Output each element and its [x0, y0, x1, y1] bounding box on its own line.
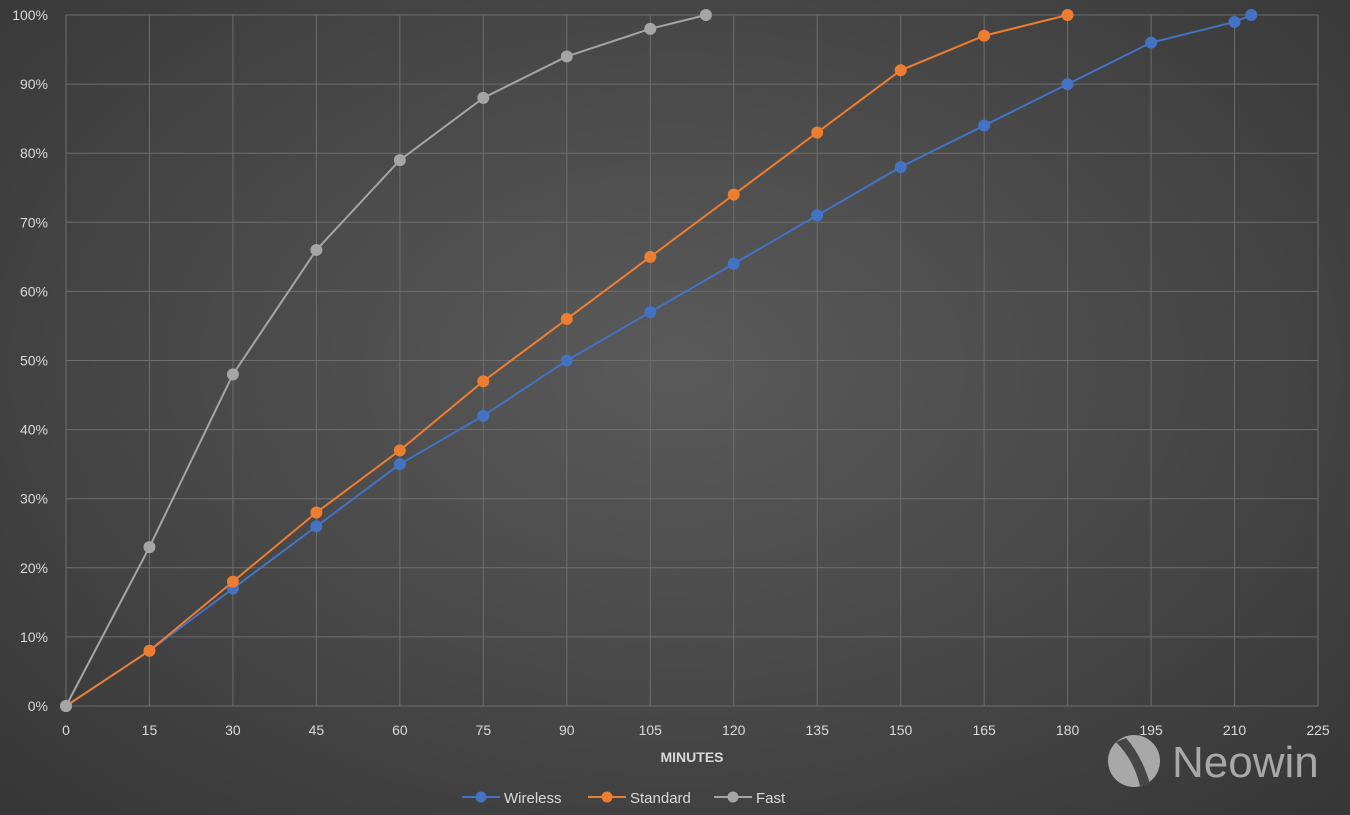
legend-label: Standard: [630, 790, 691, 807]
data-point: [477, 375, 490, 388]
y-tick-label: 0%: [28, 698, 48, 714]
data-point: [727, 188, 740, 201]
data-point: [978, 29, 991, 42]
x-tick-label: 90: [559, 722, 575, 738]
x-tick-label: 30: [225, 722, 241, 738]
x-tick-label: 120: [722, 722, 746, 738]
data-point: [143, 644, 156, 657]
data-point: [811, 126, 824, 139]
data-point: [143, 541, 156, 554]
x-tick-label: 195: [1139, 722, 1163, 738]
y-tick-label: 100%: [12, 7, 48, 23]
y-tick-label: 70%: [20, 214, 48, 230]
x-tick-label: 225: [1306, 722, 1330, 738]
x-tick-label: 165: [972, 722, 996, 738]
data-point: [1061, 9, 1074, 21]
data-point: [644, 250, 657, 263]
x-tick-label: 75: [476, 722, 492, 738]
data-point: [1228, 15, 1241, 28]
data-point: [1061, 78, 1074, 91]
series-fast: [60, 9, 712, 712]
series-group: [60, 9, 1258, 712]
data-point: [226, 575, 239, 588]
data-point: [560, 50, 573, 63]
data-point: [393, 458, 406, 471]
y-tick-label: 10%: [20, 629, 48, 645]
gridlines: [65, 14, 1319, 707]
data-point: [894, 64, 907, 77]
legend-label: Wireless: [504, 790, 562, 807]
data-point: [393, 154, 406, 167]
data-point: [699, 9, 712, 21]
data-point: [1145, 36, 1158, 49]
data-point: [727, 257, 740, 270]
series-standard: [60, 9, 1074, 712]
legend: Wireless Standard Fast: [462, 790, 786, 807]
x-tick-label: 15: [142, 722, 158, 738]
data-point: [644, 306, 657, 319]
y-tick-label: 50%: [20, 353, 48, 369]
neowin-watermark: Neowin: [1108, 735, 1319, 787]
data-point: [477, 409, 490, 422]
x-axis-label: MINUTES: [661, 749, 724, 765]
data-point: [310, 243, 323, 256]
data-point: [894, 161, 907, 174]
data-point: [560, 354, 573, 367]
data-point: [1245, 9, 1258, 21]
x-tick-label: 60: [392, 722, 408, 738]
x-tick-label: 0: [62, 722, 70, 738]
legend-marker-icon: [601, 791, 613, 803]
x-tick-label: 135: [806, 722, 830, 738]
x-tick-label: 105: [639, 722, 663, 738]
y-tick-label: 30%: [20, 491, 48, 507]
y-tick-label: 60%: [20, 283, 48, 299]
legend-item-standard: Standard: [588, 790, 691, 807]
data-point: [226, 368, 239, 381]
data-point: [60, 700, 72, 712]
data-point: [310, 520, 323, 533]
y-tick-label: 40%: [20, 422, 48, 438]
y-tick-label: 90%: [20, 76, 48, 92]
x-tick-label: 150: [889, 722, 913, 738]
legend-item-wireless: Wireless: [462, 790, 562, 807]
legend-label: Fast: [756, 790, 786, 807]
x-tick-label: 180: [1056, 722, 1080, 738]
data-point: [310, 506, 323, 519]
y-tick-label: 20%: [20, 560, 48, 576]
data-point: [811, 209, 824, 222]
y-tick-label: 80%: [20, 145, 48, 161]
legend-item-fast: Fast: [714, 790, 786, 807]
data-point: [477, 91, 490, 104]
data-point: [644, 22, 657, 35]
data-point: [978, 119, 991, 132]
data-point: [560, 313, 573, 326]
data-point: [393, 444, 406, 457]
x-tick-label: 210: [1223, 722, 1247, 738]
series-line: [65, 14, 1252, 707]
legend-marker-icon: [475, 791, 487, 803]
legend-marker-icon: [727, 791, 739, 803]
watermark-text: Neowin: [1172, 738, 1319, 787]
axis-ticks: 0 15 30 45 60 75 90 105 120 135 150 165 180 195 210 225…: [12, 7, 1330, 738]
x-tick-label: 45: [309, 722, 325, 738]
